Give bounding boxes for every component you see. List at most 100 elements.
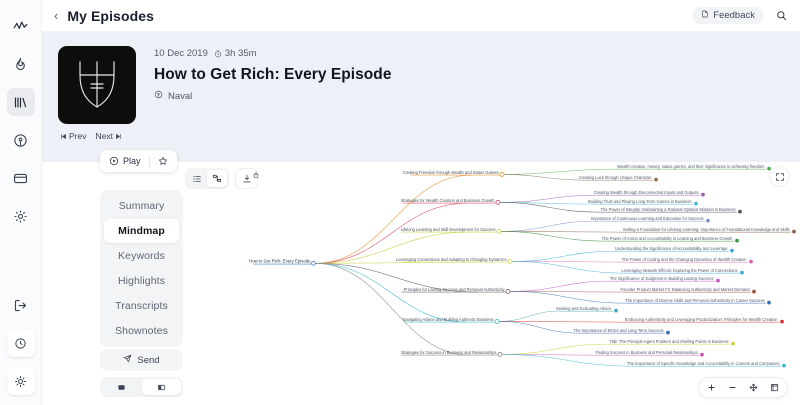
mindmap-branch-label[interactable]: Strategies for Success in Business and R…: [401, 350, 497, 355]
episode-hero: Prev Next 10 Dec 2019 3h 35m How to: [42, 32, 800, 162]
view-mode-toggle: [100, 377, 183, 397]
mindmap-leaf-node[interactable]: [738, 209, 742, 214]
favorite-star-icon[interactable]: [158, 156, 168, 166]
mindmap-leaf-label[interactable]: The Importance of Specific Knowledge and…: [627, 361, 779, 366]
mindmap-leaf-label[interactable]: Understanding the Significance of Accoun…: [615, 246, 728, 251]
download-button[interactable]: [235, 168, 259, 189]
mindmap-leaf-label[interactable]: Embracing Authenticity and Leveraging Pr…: [625, 317, 779, 322]
mindmap-leaf-node[interactable]: [716, 278, 720, 283]
mindmap-nodes: How to Get Rich: Every Episode Creating F…: [249, 164, 796, 368]
mindmap-leaf-label[interactable]: Title: The Principle-Agent Problem and S…: [609, 339, 728, 344]
card-icon[interactable]: [7, 164, 35, 192]
flame-icon[interactable]: [7, 50, 35, 78]
fullscreen-button[interactable]: [769, 166, 790, 187]
clock-icon[interactable]: [6, 329, 35, 357]
tab-mindmap[interactable]: Mindmap: [104, 219, 179, 243]
mindmap-leaf-node[interactable]: [694, 201, 698, 206]
mindmap-leaf-label[interactable]: Importance of Continuous Learning and Ed…: [591, 216, 704, 221]
mindmap-leaf-node[interactable]: [654, 177, 658, 182]
mindmap-leaf-node[interactable]: [666, 330, 670, 335]
mindmap-leaf-node[interactable]: [731, 341, 735, 346]
mindmap-branch-label[interactable]: Strategies for Wealth Creation and Busin…: [401, 198, 496, 203]
mindmap-branch-node[interactable]: [505, 288, 511, 294]
tab-shownotes[interactable]: Shownotes: [115, 325, 168, 337]
next-button[interactable]: Next: [95, 131, 121, 141]
zoom-in-button[interactable]: [706, 382, 717, 393]
mindmap-leaf-node[interactable]: [740, 270, 744, 275]
frame-all-button[interactable]: [769, 382, 780, 393]
logout-icon[interactable]: [7, 291, 35, 319]
feedback-button[interactable]: Feedback: [692, 7, 764, 24]
mindmap-leaf-node[interactable]: [614, 308, 618, 313]
tab-summary[interactable]: Summary: [118, 200, 165, 212]
author-name: Naval: [168, 90, 193, 102]
play-button[interactable]: Play: [109, 156, 141, 166]
mindmap-leaf-label[interactable]: The Significance of Judgment in Building…: [610, 276, 714, 281]
mindmap-branch-node[interactable]: [494, 318, 500, 324]
view-mode-split-icon[interactable]: [141, 379, 181, 395]
mindmap-leaf-label[interactable]: Seeking and Evaluating Advice: [556, 306, 612, 311]
tab-keywords[interactable]: Keywords: [118, 250, 165, 262]
mindmap-branch-label[interactable]: Leveraging Connections and Adapting to C…: [396, 257, 506, 262]
mindmap-view-icon[interactable]: [207, 170, 227, 187]
mindmap-leaf-label[interactable]: Building Trust and Playing Long-Term Gam…: [588, 199, 691, 204]
mindmap-branch-label[interactable]: Lifelong Learning and Skill Development …: [401, 227, 496, 232]
mindmap-branch-label[interactable]: Creating Freedom through Wealth and Stat…: [403, 170, 499, 175]
mindmap-leaf-node[interactable]: [782, 363, 786, 368]
library-icon[interactable]: [6, 88, 35, 116]
mindmap-root-node[interactable]: [311, 261, 316, 266]
mindmap-branch-label[interactable]: Navigating Advice and Building Authentic…: [403, 317, 494, 322]
mindmap-leaf-label[interactable]: Creating Wealth through Disconnected Inp…: [594, 190, 699, 195]
mindmap-leaf-node[interactable]: [701, 192, 705, 197]
mindmap-canvas[interactable]: How to Get Rich: Every Episode Creating F…: [42, 162, 800, 405]
fit-to-screen-button[interactable]: [748, 382, 759, 393]
mindmap-branch-label[interactable]: Principles for Lasting Success and Perso…: [404, 287, 506, 292]
mindmap-leaf-label[interactable]: Leveraging Network Effects: Exploring th…: [621, 268, 737, 273]
mindmap-leaf-node[interactable]: [730, 248, 734, 253]
mindmap-branch-node[interactable]: [497, 351, 503, 357]
mindmap-leaf-label[interactable]: The Power of Coding and the Changing Dyn…: [622, 257, 747, 262]
mindmap-leaf-label[interactable]: The Power of Action and Accountability i…: [602, 236, 734, 241]
mindmap-leaf-label[interactable]: The Importance of Diverse Skills and Per…: [625, 298, 764, 303]
outline-view-icon[interactable]: [187, 170, 207, 187]
mindmap-leaf-node[interactable]: [700, 352, 704, 357]
mindmap-branch-node[interactable]: [495, 199, 501, 205]
mindmap-branch-node[interactable]: [496, 228, 502, 234]
back-button[interactable]: ‹: [54, 8, 59, 23]
mindmap-leaf-node[interactable]: [735, 238, 739, 243]
mindmap-leaf-label[interactable]: Finding Success in Business and Personal…: [595, 350, 697, 355]
mindmap-leaf-label[interactable]: Founder Product Market Fit: Balancing Au…: [620, 287, 750, 292]
view-mode-full-icon[interactable]: [102, 379, 142, 395]
logo-icon[interactable]: [7, 12, 35, 40]
mindmap-leaf-node[interactable]: [752, 289, 756, 294]
zoom-out-button[interactable]: [727, 382, 738, 393]
tab-transcripts[interactable]: Transcripts: [115, 300, 168, 312]
sun-icon[interactable]: [6, 367, 35, 395]
mindmap-leaf-node[interactable]: [767, 300, 771, 305]
episode-cover-art: [58, 46, 136, 124]
gear-icon[interactable]: [7, 202, 35, 230]
prev-button[interactable]: Prev: [60, 131, 86, 141]
mindmap-leaf-label[interactable]: Setting a Foundation for Lifelong Learni…: [623, 227, 790, 232]
mindmap-branch-node[interactable]: [499, 171, 505, 177]
mindmap-branch-node[interactable]: [507, 258, 513, 264]
main-column: ‹ My Episodes Feedback: [42, 0, 800, 405]
mindmap-leaf-label[interactable]: The Importance of Ethics and Long-Term S…: [574, 328, 664, 333]
mindmap-leaf-node[interactable]: [792, 229, 796, 234]
podcast-icon[interactable]: [7, 126, 35, 154]
episode-duration: 3h 35m: [214, 48, 257, 59]
mindmap-root-label: How to Get Rich: Every Episode: [249, 259, 311, 264]
send-button[interactable]: Send: [100, 349, 183, 371]
mindmap-leaf-node[interactable]: [706, 218, 710, 223]
mindmap-leaf-label[interactable]: The Power of Integrity: Maintaining a Ra…: [600, 207, 735, 212]
cover-column: Prev Next: [58, 46, 146, 162]
search-icon[interactable]: [772, 7, 790, 25]
mindmap-leaf-label[interactable]: Creating Luck through Unique Character: [579, 175, 652, 180]
mindmap-leaf-node[interactable]: [780, 319, 784, 324]
mindmap-leaf-label[interactable]: Wealth creation, money, status games, an…: [617, 164, 765, 169]
mindmap-leaf-node[interactable]: [749, 259, 753, 264]
prev-next-controls: Prev Next: [58, 131, 146, 141]
tab-highlights[interactable]: Highlights: [117, 275, 166, 287]
top-bar: ‹ My Episodes Feedback: [42, 0, 800, 32]
tab-list: Summary Mindmap Keywords Highlights Tran…: [100, 190, 183, 347]
